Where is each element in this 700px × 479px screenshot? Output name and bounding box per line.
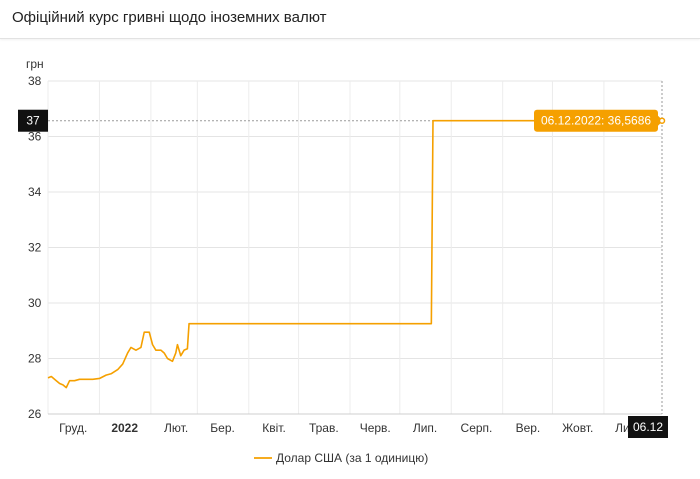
crosshair-y-label: 37 <box>26 114 40 128</box>
x-tick-label: Бер. <box>210 421 235 435</box>
y-tick-label: 34 <box>28 185 42 199</box>
x-tick-label: Лют. <box>164 421 188 435</box>
x-tick-label: 2022 <box>111 421 138 435</box>
y-tick-label: 30 <box>28 296 42 310</box>
x-tick-label: Серп. <box>461 421 493 435</box>
y-axis-unit-label: грн <box>26 57 44 71</box>
tooltip-point-marker <box>658 117 666 124</box>
tooltip-text: 06.12.2022: 36,5686 <box>541 114 651 128</box>
x-tick-label: Черв. <box>360 421 391 435</box>
x-tick-label: Квіт. <box>262 421 286 435</box>
legend-label: Долар США (за 1 одиницю) <box>276 451 428 465</box>
x-tick-label: Трав. <box>309 421 339 435</box>
page-header: Офіційний курс гривні щодо іноземних вал… <box>0 0 700 39</box>
crosshair-x-label: 06.12 <box>633 420 663 434</box>
x-tick-label: Лип. <box>413 421 437 435</box>
y-tick-label: 38 <box>28 74 42 88</box>
crosshair-y-badge <box>18 109 48 132</box>
y-tick-label: 26 <box>28 407 42 421</box>
y-tick-label: 28 <box>28 352 42 366</box>
y-tick-label: 36 <box>28 130 42 144</box>
x-tick-label: Жовт. <box>562 421 593 435</box>
series-line[interactable] <box>47 119 662 389</box>
page-title: Офіційний курс гривні щодо іноземних вал… <box>12 9 327 26</box>
exchange-rate-chart[interactable]: грн 26 28 30 32 34 36 38 Груд. 2022 Лют. Бер. Квіт. Т… <box>0 40 700 474</box>
y-tick-label: 32 <box>28 241 42 255</box>
tooltip-box <box>534 109 658 132</box>
x-tick-label: Вер. <box>516 421 541 435</box>
crosshair-x-badge <box>628 416 668 438</box>
x-tick-label: Груд. <box>59 421 87 435</box>
chart-container[interactable]: грн 26 28 30 32 34 36 38 Груд. 2022 Лют. Бер. Квіт. Т… <box>0 40 700 474</box>
